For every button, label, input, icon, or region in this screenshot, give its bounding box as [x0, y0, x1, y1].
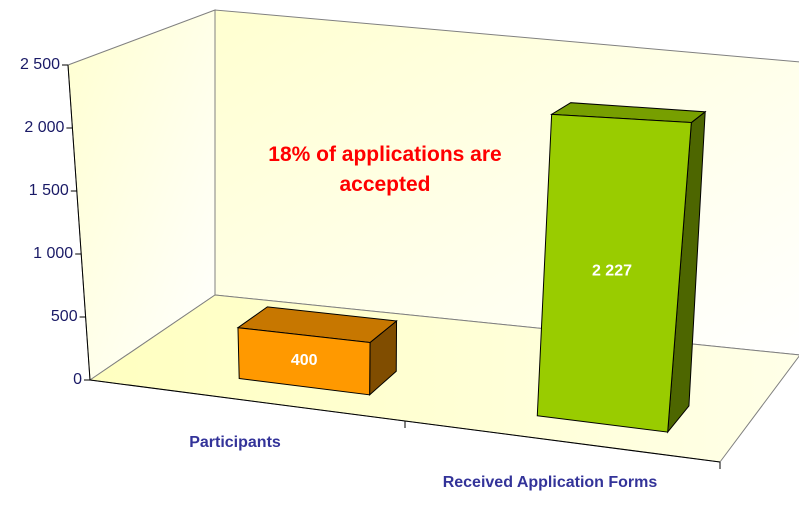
y-tick-label: 0 — [73, 371, 82, 388]
y-tick-label: 1 000 — [33, 245, 73, 262]
bar — [237, 327, 371, 396]
annotation: 18% of applications are accepted — [268, 143, 502, 196]
y-tick-label: 2 500 — [20, 56, 60, 73]
x-tick-label: Participants — [189, 434, 281, 451]
y-tick-label: 500 — [51, 308, 78, 325]
y-tick-label: 1 500 — [29, 182, 69, 199]
value-label: 2 227 — [592, 262, 632, 279]
y-axis — [67, 64, 91, 381]
value-label: 400 — [291, 352, 318, 369]
y-tick-label: 2 000 — [24, 119, 64, 136]
bar — [536, 113, 692, 433]
x-tick-label: Received Application Forms — [442, 474, 658, 491]
